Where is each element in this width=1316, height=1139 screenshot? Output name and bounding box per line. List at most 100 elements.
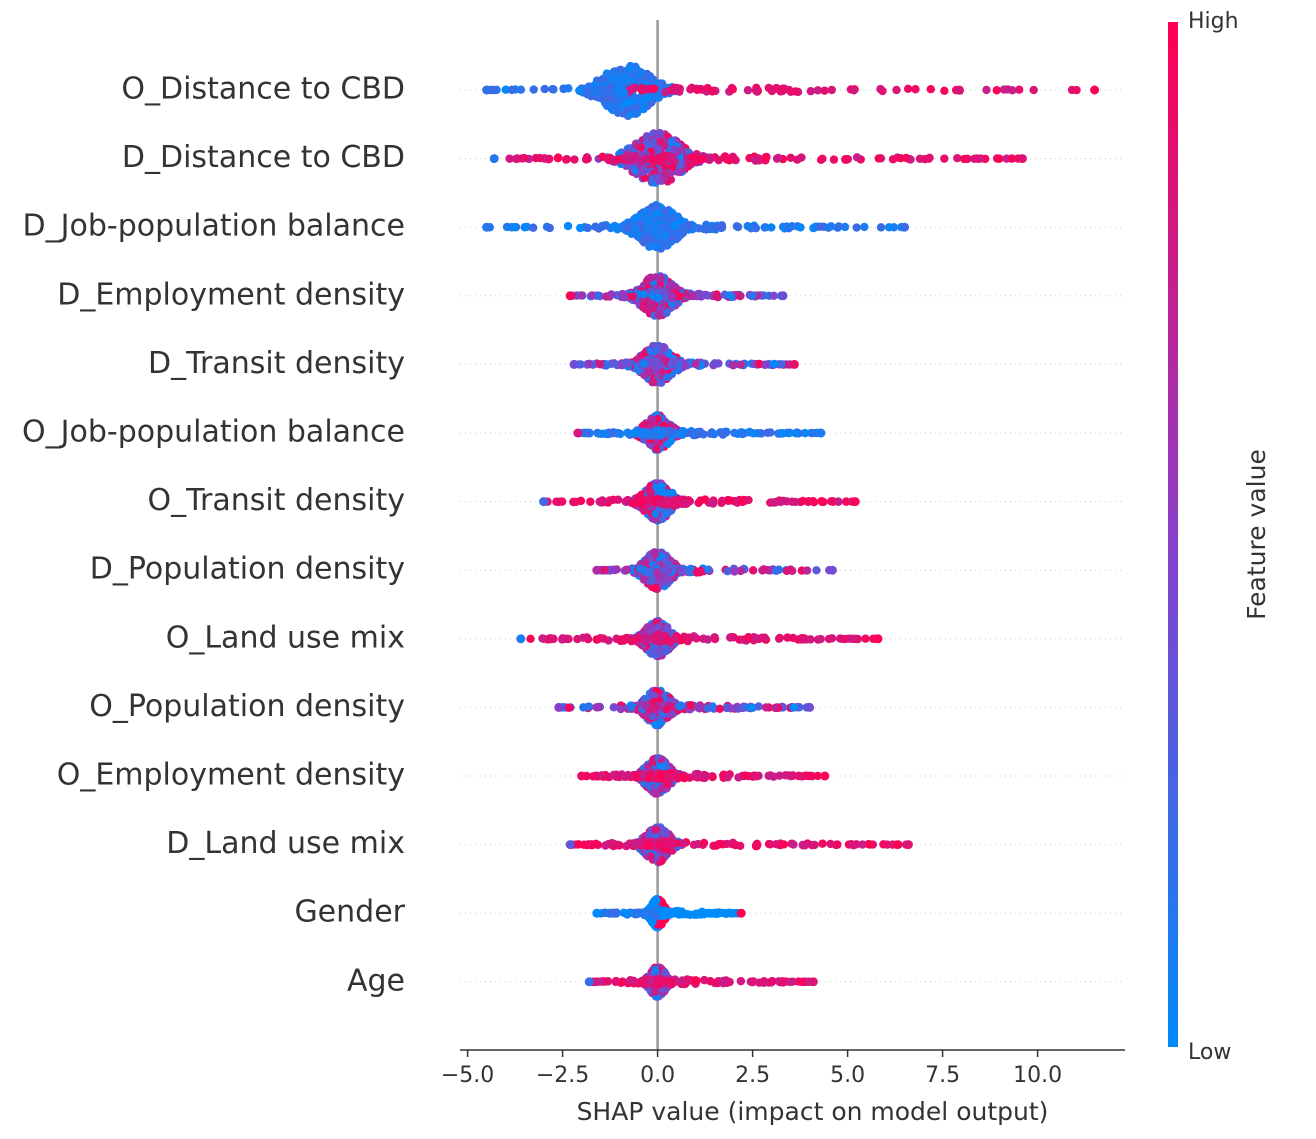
shap-point — [652, 345, 661, 354]
shap-point — [649, 377, 658, 386]
shap-point — [733, 704, 743, 713]
shap-point — [769, 772, 778, 781]
shap-point — [778, 291, 788, 301]
shap-point — [570, 155, 579, 164]
shap-point — [788, 771, 798, 780]
shap-point — [645, 235, 654, 244]
shap-point — [664, 426, 674, 436]
shap-point — [582, 633, 592, 642]
shap-point — [767, 223, 776, 232]
shap-point — [656, 498, 665, 507]
shap-point — [992, 86, 1001, 95]
shap-point — [599, 497, 609, 507]
shap-point — [526, 634, 535, 644]
shap-point — [623, 224, 632, 234]
shap-point — [740, 771, 750, 780]
shap-point — [900, 222, 910, 232]
shap-point — [627, 97, 636, 106]
shap-point — [841, 155, 850, 164]
shap-point — [613, 108, 622, 117]
shap-point — [623, 428, 632, 437]
shap-point — [791, 429, 800, 438]
shap-point — [725, 633, 735, 642]
shap-point — [761, 153, 770, 162]
shap-point — [892, 85, 901, 95]
shap-point — [640, 212, 649, 221]
shap-point — [630, 166, 639, 175]
shap-point — [584, 86, 593, 96]
shap-point — [569, 497, 578, 506]
shap-point — [770, 359, 779, 369]
shap-point — [793, 155, 802, 164]
shap-point — [786, 153, 795, 163]
shap-point — [761, 703, 771, 712]
shap-point — [655, 632, 664, 642]
shap-point — [786, 87, 795, 96]
shap-point — [610, 221, 619, 231]
shap-point — [661, 509, 670, 518]
shap-point — [876, 223, 886, 232]
shap-point — [565, 291, 575, 301]
shap-point — [646, 273, 655, 282]
shap-point — [592, 565, 602, 575]
shap-point — [638, 236, 647, 245]
shap-point — [820, 86, 829, 95]
shap-point — [761, 223, 770, 232]
shap-point — [565, 703, 574, 712]
shap-point — [516, 634, 526, 644]
shap-point — [619, 73, 628, 82]
shap-point — [1090, 85, 1100, 95]
shap-point — [982, 85, 991, 95]
shap-point — [640, 701, 650, 710]
shap-point — [717, 223, 727, 232]
shap-point — [616, 704, 626, 714]
shap-point — [829, 155, 839, 164]
shap-point — [644, 93, 653, 102]
shap-point — [691, 359, 700, 369]
shap-point — [703, 635, 712, 644]
shap-point — [686, 701, 695, 710]
shap-point — [625, 771, 635, 781]
shap-point — [873, 634, 883, 644]
shap-point — [715, 704, 724, 713]
shap-point — [747, 703, 756, 712]
shap-point — [609, 703, 619, 712]
shap-point — [639, 303, 648, 312]
shap-point — [584, 359, 594, 369]
shap-point — [600, 565, 609, 575]
shap-point — [535, 153, 545, 163]
shap-point — [561, 155, 571, 164]
shap-point — [662, 308, 671, 317]
shap-point — [663, 624, 672, 633]
shap-point — [789, 359, 799, 369]
shap-point — [806, 86, 816, 96]
shap-point — [954, 86, 964, 95]
shap-point — [632, 213, 641, 222]
shap-point — [995, 154, 1004, 163]
shap-point — [594, 291, 603, 300]
shap-point — [613, 155, 623, 164]
shap-point — [748, 291, 758, 300]
shap-point — [607, 104, 616, 113]
shap-point — [752, 87, 762, 96]
shap-point — [1008, 86, 1017, 95]
shap-point — [667, 215, 676, 224]
shap-point — [778, 84, 787, 93]
shap-point — [676, 160, 685, 169]
shap-point — [538, 634, 547, 643]
shap-point — [583, 223, 592, 233]
shap-point — [834, 222, 844, 231]
shap-point — [786, 565, 795, 575]
shap-point — [676, 701, 686, 710]
shap-point — [703, 83, 712, 93]
shap-point — [682, 634, 692, 643]
shap-point — [754, 154, 763, 163]
shap-point — [712, 292, 721, 301]
shap-point — [591, 222, 600, 231]
shap-point — [482, 222, 492, 232]
shap-point — [581, 155, 591, 164]
shap-point — [554, 702, 564, 712]
shap-point — [852, 153, 862, 162]
shap-point — [818, 154, 827, 164]
shap-point — [643, 781, 652, 790]
